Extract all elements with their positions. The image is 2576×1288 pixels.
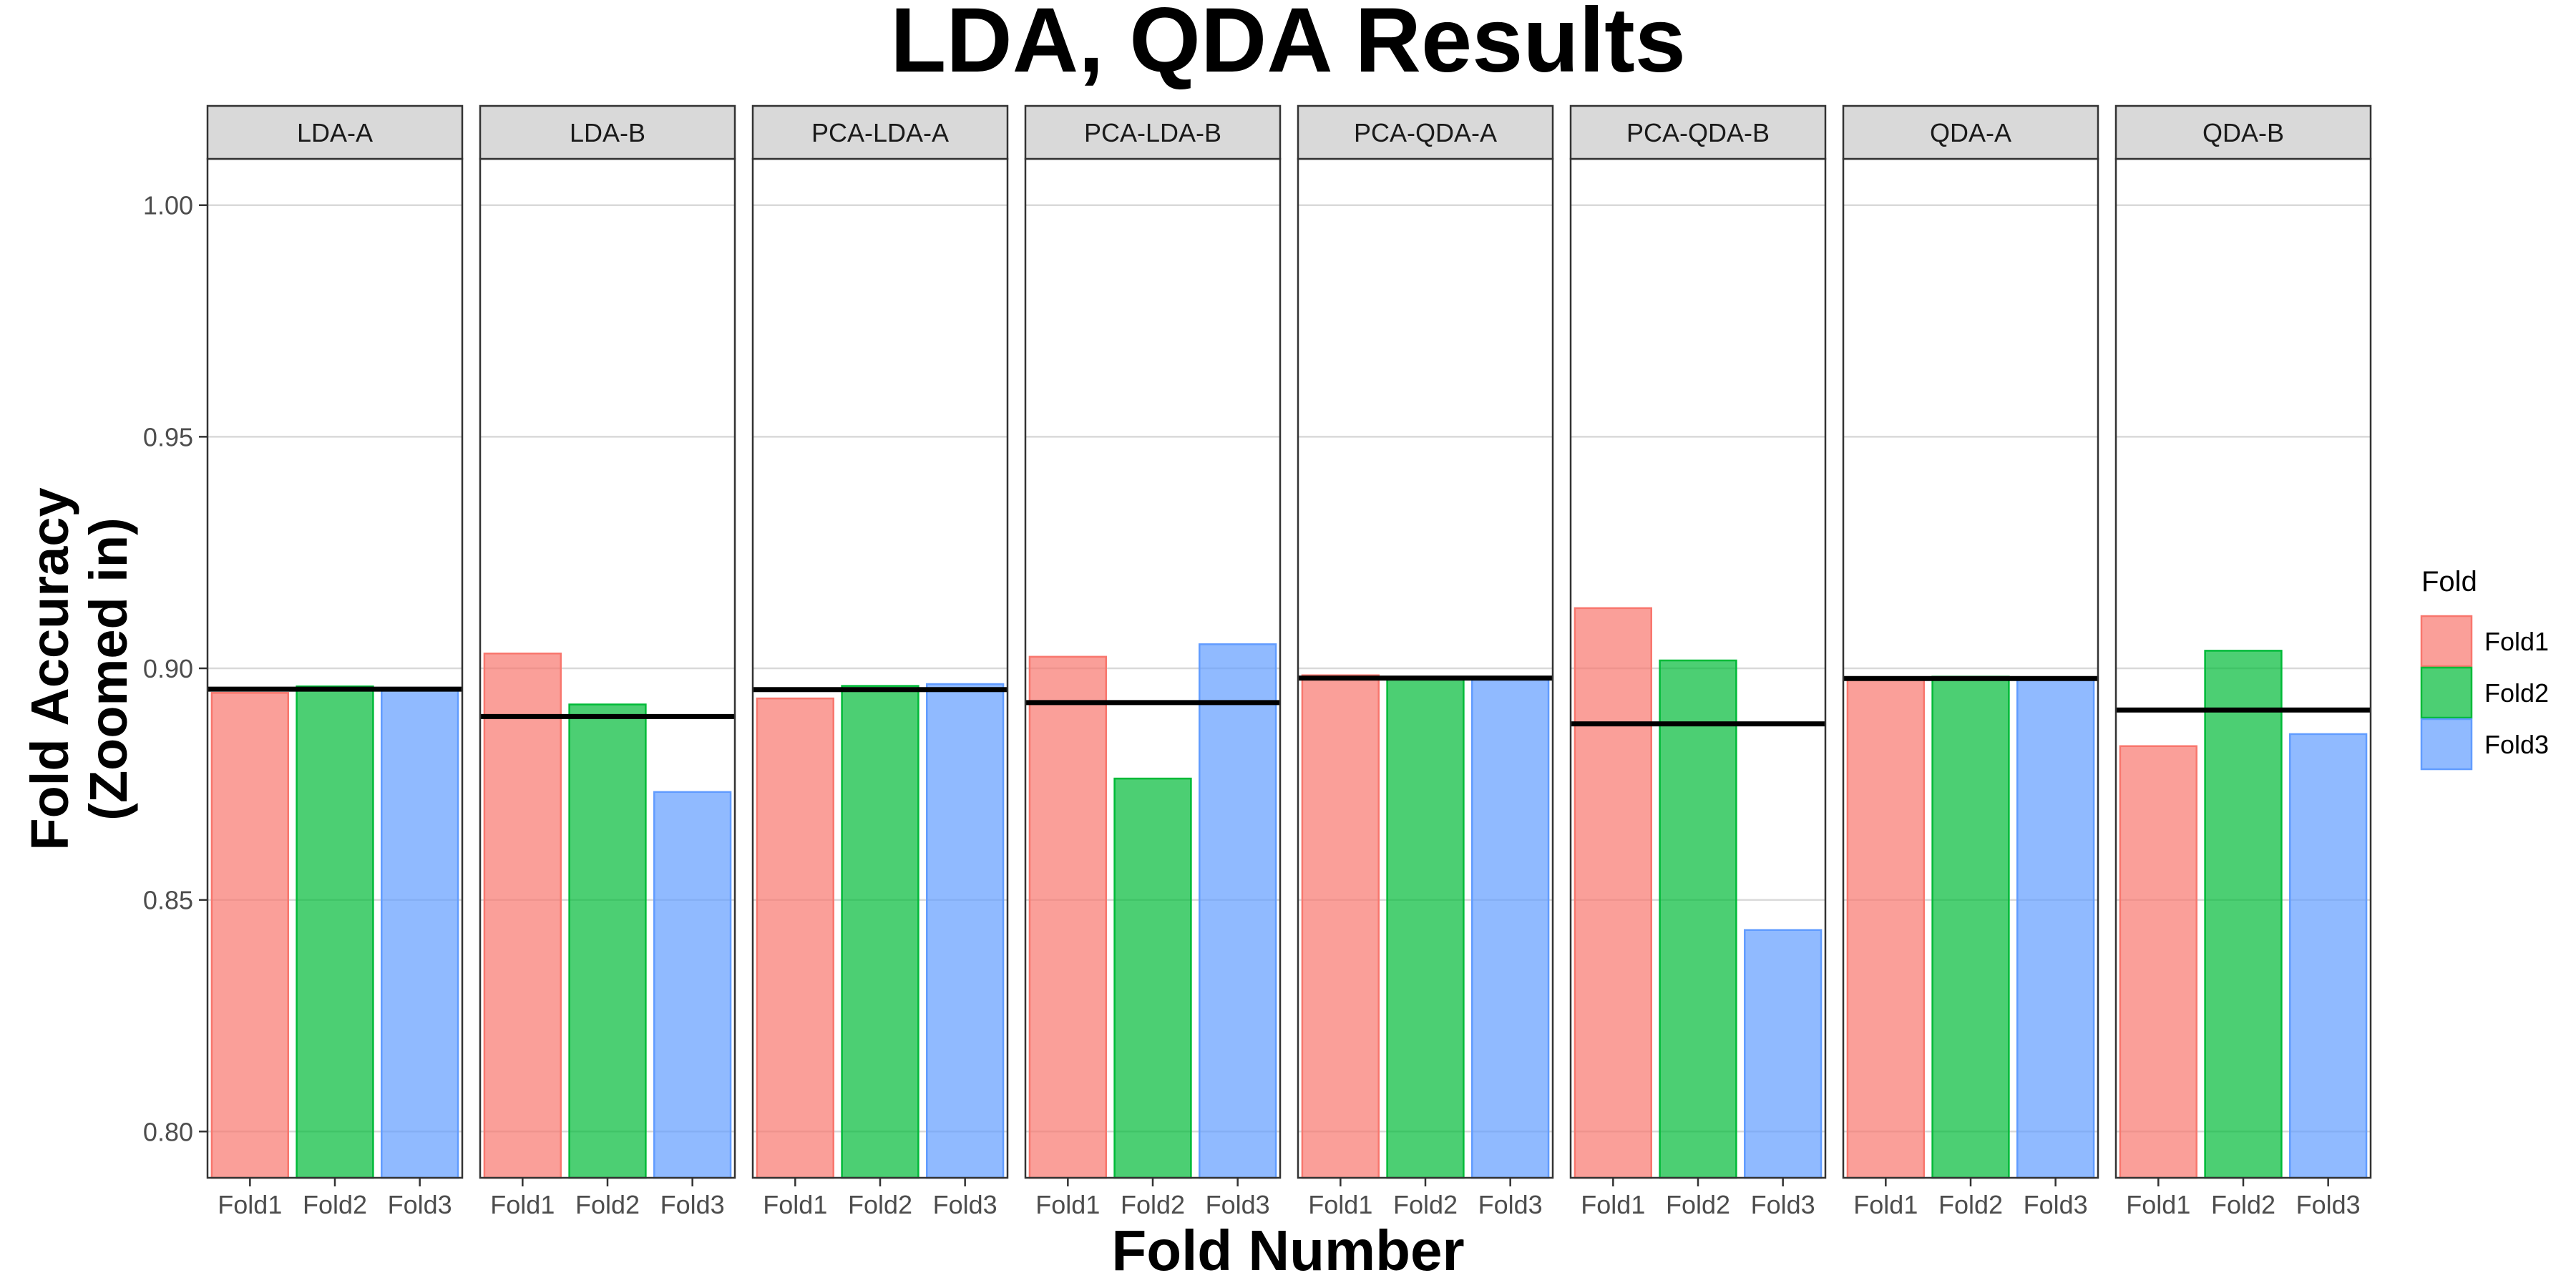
legend-key: [2420, 615, 2473, 668]
y-axis-title-line-1: Fold Accuracy: [20, 487, 79, 850]
strip-background: [1024, 104, 1282, 160]
x-tick-label: Fold3: [388, 1190, 452, 1219]
legend-label: Fold1: [2484, 627, 2549, 656]
bar: [1471, 676, 1550, 1179]
x-tick-label: Fold1: [1581, 1190, 1645, 1219]
x-tick-label: Fold1: [1853, 1190, 1918, 1219]
bar: [568, 703, 647, 1179]
bar: [2289, 733, 2368, 1179]
legend-title: Fold: [2421, 566, 2477, 597]
bar: [1659, 659, 1737, 1179]
y-axis: 0.80 0.85 0.90 0.95 1.00: [143, 191, 208, 1146]
x-tick-label: Fold2: [303, 1190, 367, 1219]
facet-panel: QDA-B Fold1 Fold2 Fold3: [2114, 104, 2372, 1219]
strip-label: LDA-B: [570, 118, 645, 147]
strip-label: QDA-B: [2202, 118, 2284, 147]
x-tick-label: Fold1: [490, 1190, 555, 1219]
strip-label: PCA-LDA-B: [1084, 118, 1221, 147]
x-axis-title: Fold Number: [1111, 1219, 1464, 1282]
facet-panel: LDA-A Fold1 Fold2 Fold3: [206, 104, 464, 1219]
facet-panel: PCA-LDA-A Fold1 Fold2 Fold3: [751, 104, 1009, 1219]
x-tick-label: Fold3: [1478, 1190, 1543, 1219]
bar: [2204, 650, 2283, 1179]
x-tick-label: Fold2: [1666, 1190, 1730, 1219]
facet-panel: PCA-QDA-B Fold1 Fold2 Fold3: [1569, 104, 1827, 1219]
facet-panel: QDA-A Fold1 Fold2 Fold3: [1842, 104, 2099, 1219]
x-tick-label: Fold3: [660, 1190, 725, 1219]
y-tick-label: 1.00: [143, 191, 193, 220]
strip-label: PCA-QDA-B: [1626, 118, 1770, 147]
bar: [381, 686, 459, 1179]
y-tick-label: 0.80: [143, 1117, 193, 1146]
bar: [1386, 677, 1465, 1179]
x-tick-label: Fold2: [848, 1190, 912, 1219]
bar: [653, 791, 732, 1179]
y-tick-label: 0.85: [143, 886, 193, 915]
strip-label: PCA-QDA-A: [1354, 118, 1497, 147]
x-tick-label: Fold2: [2211, 1190, 2275, 1219]
bar: [756, 697, 834, 1179]
x-tick-label: Fold2: [1938, 1190, 2003, 1219]
bar: [1744, 929, 1823, 1179]
x-tick-label: Fold2: [575, 1190, 640, 1219]
y-axis-title: Fold Accuracy (Zoomed in): [20, 487, 138, 850]
facet-panel: PCA-QDA-A Fold1 Fold2 Fold3: [1297, 104, 1554, 1219]
strip-label: LDA-A: [297, 118, 373, 147]
x-tick-label: Fold1: [2126, 1190, 2190, 1219]
strip-label: PCA-LDA-A: [811, 118, 949, 147]
legend-key: [2420, 666, 2473, 719]
bar: [926, 683, 1005, 1179]
legend-label: Fold3: [2484, 730, 2549, 759]
facet-panel: PCA-LDA-B Fold1 Fold2 Fold3: [1024, 104, 1282, 1219]
strip-background: [1297, 104, 1554, 160]
strip-background: [479, 104, 736, 160]
x-tick-label: Fold3: [933, 1190, 997, 1219]
x-tick-label: Fold1: [1035, 1190, 1100, 1219]
bar: [210, 692, 289, 1179]
bar: [1301, 674, 1380, 1179]
y-tick-label: 0.90: [143, 654, 193, 683]
bar: [1931, 675, 2010, 1179]
x-tick-label: Fold1: [1308, 1190, 1372, 1219]
legend-label: Fold2: [2484, 678, 2549, 708]
x-tick-label: Fold3: [1206, 1190, 1270, 1219]
x-tick-label: Fold3: [2024, 1190, 2088, 1219]
legend-item: Fold1: [2420, 615, 2549, 668]
strip-background: [1569, 104, 1827, 160]
bar: [1574, 607, 1652, 1179]
bar: [2016, 676, 2095, 1179]
facet-panels: LDA-A Fold1 Fold2 Fold3 LDA-B Fold1 Fold2 Fold3…: [206, 104, 2372, 1219]
legend-item: Fold2: [2420, 666, 2549, 719]
x-tick-label: Fold1: [763, 1190, 827, 1219]
y-axis-title-line-2: (Zoomed in): [79, 517, 138, 820]
x-tick-label: Fold3: [1751, 1190, 1815, 1219]
facet-panel: LDA-B Fold1 Fold2 Fold3: [479, 104, 736, 1219]
strip-background: [206, 104, 464, 160]
chart-title: LDA, QDA Results: [890, 0, 1686, 92]
x-tick-label: Fold3: [2296, 1190, 2361, 1219]
strip-background: [751, 104, 1009, 160]
legend: Fold Fold1 Fold2 Fold3: [2420, 566, 2549, 771]
bar: [483, 653, 562, 1179]
bar: [1199, 643, 1277, 1179]
legend-item: Fold3: [2420, 718, 2549, 771]
bar: [296, 685, 374, 1179]
bar: [1028, 655, 1107, 1179]
legend-key: [2420, 718, 2473, 771]
bar: [2119, 745, 2197, 1179]
bar: [1113, 777, 1192, 1179]
strip-background: [1842, 104, 2099, 160]
x-tick-label: Fold1: [218, 1190, 282, 1219]
x-tick-label: Fold2: [1393, 1190, 1458, 1219]
bar: [841, 685, 919, 1179]
bar: [1846, 676, 1925, 1179]
strip-background: [2114, 104, 2372, 160]
y-tick-label: 0.95: [143, 422, 193, 452]
strip-label: QDA-A: [1930, 118, 2011, 147]
x-tick-label: Fold2: [1121, 1190, 1185, 1219]
